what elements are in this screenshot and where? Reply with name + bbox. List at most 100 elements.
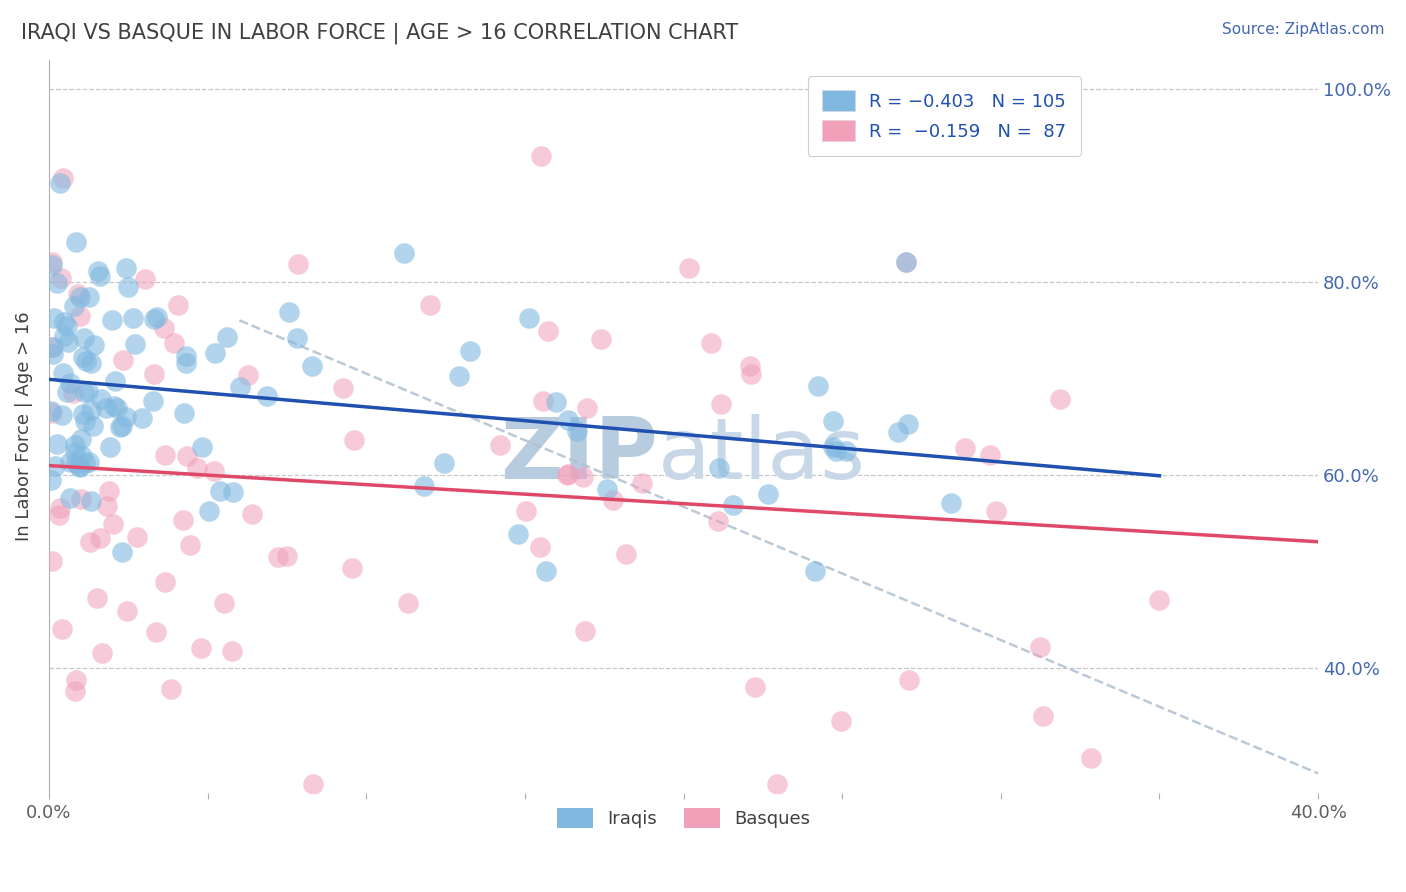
Point xyxy=(557,467,579,482)
Point xyxy=(142,394,165,409)
Point xyxy=(67,286,90,301)
Point xyxy=(699,335,721,350)
Point xyxy=(101,516,124,531)
Point xyxy=(738,359,761,373)
Point xyxy=(75,354,97,368)
Point xyxy=(46,277,69,291)
Point xyxy=(166,298,188,312)
Point xyxy=(678,261,700,276)
Point xyxy=(72,407,94,421)
Point xyxy=(90,646,112,660)
Point xyxy=(69,432,91,446)
Point xyxy=(1049,392,1071,406)
Point xyxy=(131,410,153,425)
Point xyxy=(77,290,100,304)
Point xyxy=(73,384,96,399)
Point xyxy=(807,379,830,393)
Point xyxy=(285,331,308,345)
Point xyxy=(198,504,221,518)
Point xyxy=(39,474,62,488)
Point xyxy=(939,496,962,510)
Point xyxy=(894,255,917,269)
Point xyxy=(42,340,65,354)
Point xyxy=(555,468,578,483)
Point xyxy=(215,330,238,344)
Point xyxy=(340,561,363,575)
Point xyxy=(69,309,91,323)
Point xyxy=(39,404,62,418)
Point xyxy=(65,683,87,698)
Point xyxy=(52,315,75,329)
Text: ZIP: ZIP xyxy=(501,414,658,498)
Point xyxy=(72,350,94,364)
Point xyxy=(489,438,512,452)
Point xyxy=(894,255,917,269)
Point xyxy=(67,458,90,473)
Point xyxy=(63,445,86,459)
Point xyxy=(602,493,624,508)
Point xyxy=(115,260,138,275)
Point xyxy=(1080,751,1102,765)
Point xyxy=(105,401,128,416)
Point xyxy=(65,235,87,249)
Point xyxy=(42,310,65,325)
Point xyxy=(574,624,596,639)
Point xyxy=(214,597,236,611)
Point xyxy=(49,271,72,285)
Point xyxy=(127,530,149,544)
Point xyxy=(830,714,852,728)
Point xyxy=(90,392,112,406)
Point xyxy=(432,456,454,470)
Point xyxy=(63,299,86,313)
Point xyxy=(343,433,366,447)
Point xyxy=(190,641,212,656)
Point xyxy=(766,777,789,791)
Point xyxy=(614,547,637,561)
Point xyxy=(804,564,827,578)
Point xyxy=(96,499,118,513)
Point xyxy=(111,353,134,368)
Point xyxy=(143,312,166,326)
Point xyxy=(529,540,551,554)
Point xyxy=(124,337,146,351)
Point xyxy=(62,386,84,401)
Point xyxy=(591,332,613,346)
Point xyxy=(174,356,197,370)
Point xyxy=(159,682,181,697)
Point xyxy=(821,440,844,454)
Point xyxy=(256,388,278,402)
Point xyxy=(204,346,226,360)
Point xyxy=(103,399,125,413)
Point xyxy=(69,290,91,304)
Point xyxy=(825,444,848,458)
Point xyxy=(756,487,779,501)
Point xyxy=(710,397,733,411)
Point xyxy=(142,367,165,381)
Point xyxy=(77,455,100,469)
Point xyxy=(80,402,103,417)
Point xyxy=(302,777,325,791)
Point xyxy=(89,268,111,283)
Point xyxy=(744,680,766,694)
Point xyxy=(58,334,80,349)
Point xyxy=(70,449,93,463)
Point xyxy=(41,255,63,269)
Point xyxy=(76,384,98,398)
Point xyxy=(179,538,201,552)
Point xyxy=(534,564,557,578)
Point xyxy=(65,456,87,470)
Point xyxy=(887,425,910,439)
Point xyxy=(80,356,103,370)
Point xyxy=(173,406,195,420)
Point xyxy=(276,549,298,563)
Point xyxy=(117,280,139,294)
Point xyxy=(145,625,167,640)
Point xyxy=(267,550,290,565)
Point xyxy=(572,469,595,483)
Point xyxy=(412,479,434,493)
Point xyxy=(86,264,108,278)
Point xyxy=(287,257,309,271)
Point xyxy=(111,544,134,558)
Point xyxy=(209,483,232,498)
Point xyxy=(517,311,540,326)
